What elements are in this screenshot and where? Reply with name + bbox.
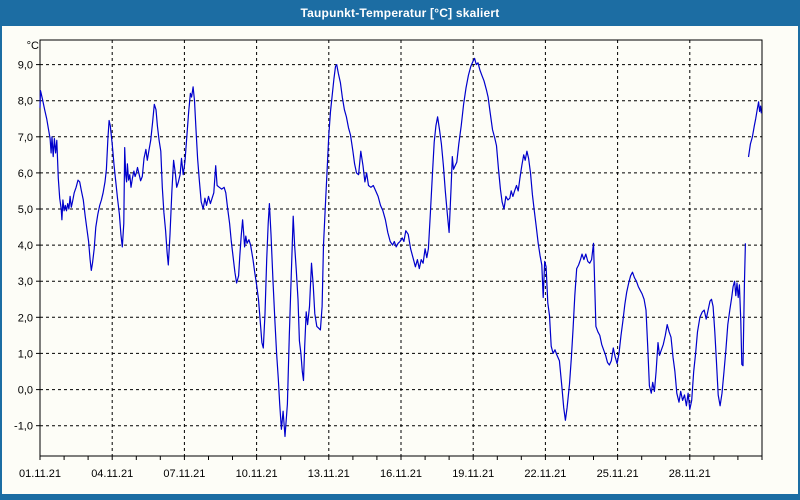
y-axis-tick-label: 2,0 <box>18 312 33 324</box>
x-axis-tick-label: 19.11.21 <box>452 468 494 480</box>
x-axis-tick-label: 07.11.21 <box>163 468 205 480</box>
chart-area: 9,0 8,0 7,0 6,0 5,0 4,0 3,0 2,0 1,0 0,0 -1,0 °C 01.1… <box>2 26 798 494</box>
x-axis-tick-label: 16.11.21 <box>380 468 422 480</box>
x-axis-tick-label: 01.11.21 <box>19 468 61 480</box>
y-axis-tick-label: 0,0 <box>18 385 33 397</box>
y-axis-tick-label: 3,0 <box>18 276 33 288</box>
x-axis-tick-label: 10.11.21 <box>236 468 278 480</box>
window-titlebar[interactable]: Taupunkt-Temperatur [°C] skaliert <box>0 0 800 26</box>
y-axis-tick-label: 8,0 <box>18 96 33 108</box>
x-axis-tick-label: 22.11.21 <box>524 468 566 480</box>
dewpoint-line-chart: 9,0 8,0 7,0 6,0 5,0 4,0 3,0 2,0 1,0 0,0 -1,0 °C 01.1… <box>14 39 763 480</box>
x-axis-tick-label: 28.11.21 <box>669 468 711 480</box>
y-axis-tick-label: 6,0 <box>18 168 33 180</box>
y-axis-tick-label: 1,0 <box>18 348 33 360</box>
y-axis-tick-label: -1,0 <box>14 421 33 433</box>
series-line <box>39 57 746 438</box>
window-title: Taupunkt-Temperatur [°C] skaliert <box>300 6 500 20</box>
y-axis-tick-label: 4,0 <box>18 240 33 252</box>
x-axis-tick-label: 25.11.21 <box>597 468 639 480</box>
x-axis-tick-label: 13.11.21 <box>308 468 350 480</box>
y-axis-tick-label: 7,0 <box>18 132 33 144</box>
x-axis-tick-label: 04.11.21 <box>91 468 133 480</box>
y-axis-unit-label: °C <box>27 40 39 52</box>
series-line <box>747 101 762 158</box>
y-axis-tick-label: 5,0 <box>18 204 33 216</box>
y-axis-tick-label: 9,0 <box>18 60 33 72</box>
